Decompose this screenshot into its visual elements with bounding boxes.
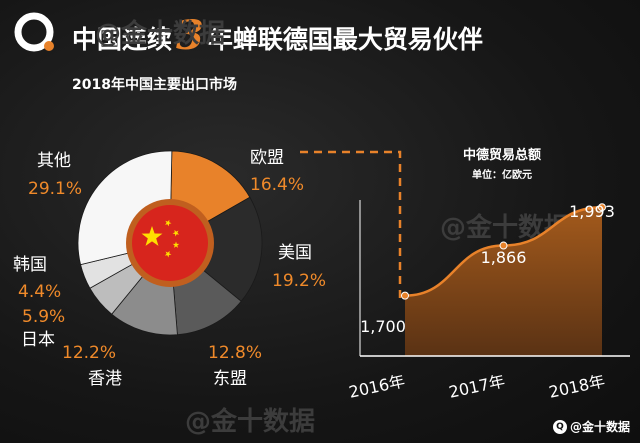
area-point-0 [401, 291, 409, 300]
pie-label-0: 欧盟 [250, 148, 284, 168]
pie-label-5: 韩国 [13, 255, 47, 275]
pie-value-5: 4.4% [18, 282, 61, 302]
china-flag-icon [132, 205, 208, 281]
pie-value-2: 12.8% [208, 343, 262, 363]
pie-label-6: 其他 [37, 151, 71, 171]
pie-chart-title: 2018年中国主要出口市场 [72, 77, 237, 93]
flag-star [164, 250, 172, 258]
area-chart-title: 中德贸易总额 [463, 147, 541, 163]
pie-value-1: 19.2% [272, 271, 326, 291]
watermark-top: @金十数据 [95, 18, 225, 49]
area-category-2: 2018年 [547, 371, 606, 401]
area-category-1: 2017年 [447, 371, 506, 401]
brand-logo-icon [14, 12, 54, 52]
pie-value-6: 29.1% [28, 179, 82, 199]
area-chart: 1,700 2016年 1,866 2017年 1,993 2018年 [347, 200, 630, 402]
pie-chart [77, 150, 263, 336]
footer-brand: Q @金十数据 [552, 418, 630, 435]
area-value-1: 1,866 [481, 248, 527, 267]
page-title: 中国连续 3 年蝉联德国最大贸易伙伴 [72, 16, 483, 56]
pie-value-4: 5.9% [22, 307, 65, 327]
title-prefix: 中国连续 [72, 25, 173, 54]
pie-slice-1 [169, 196, 263, 302]
pie-labels: 欧盟 16.4% 美国 19.2% 东盟 12.8% 香港 12.2% 日本 5.9% 韩国 4.4%… [13, 148, 326, 389]
flag-star [141, 226, 163, 246]
pie-value-3: 12.2% [62, 343, 116, 363]
pie-value-0: 16.4% [250, 175, 304, 195]
footer-brand-text: @金十数据 [569, 420, 630, 434]
area-point-1 [499, 241, 508, 250]
flag-star [165, 219, 172, 227]
area-fill [405, 207, 602, 356]
brand-mark-icon: Q [552, 419, 567, 434]
area-value-0: 1,700 [360, 317, 406, 336]
pie-label-2: 东盟 [213, 369, 247, 389]
title-suffix: 年蝉联德国最大贸易伙伴 [207, 25, 483, 54]
watermark-bottom: @金十数据 [185, 406, 315, 437]
area-chart-subtitle: 单位：亿欧元 [472, 168, 532, 181]
area-category-0: 2016年 [347, 371, 406, 401]
flag-star [172, 229, 180, 237]
title-number: 3 [176, 12, 204, 59]
pie-label-1: 美国 [278, 243, 312, 263]
connector-dashed-line [300, 150, 402, 300]
area-point-2 [598, 203, 606, 212]
pie-label-3: 香港 [88, 369, 122, 389]
flag-star [172, 241, 180, 248]
area-value-2: 1,993 [569, 202, 615, 221]
pie-label-4: 日本 [21, 330, 55, 350]
